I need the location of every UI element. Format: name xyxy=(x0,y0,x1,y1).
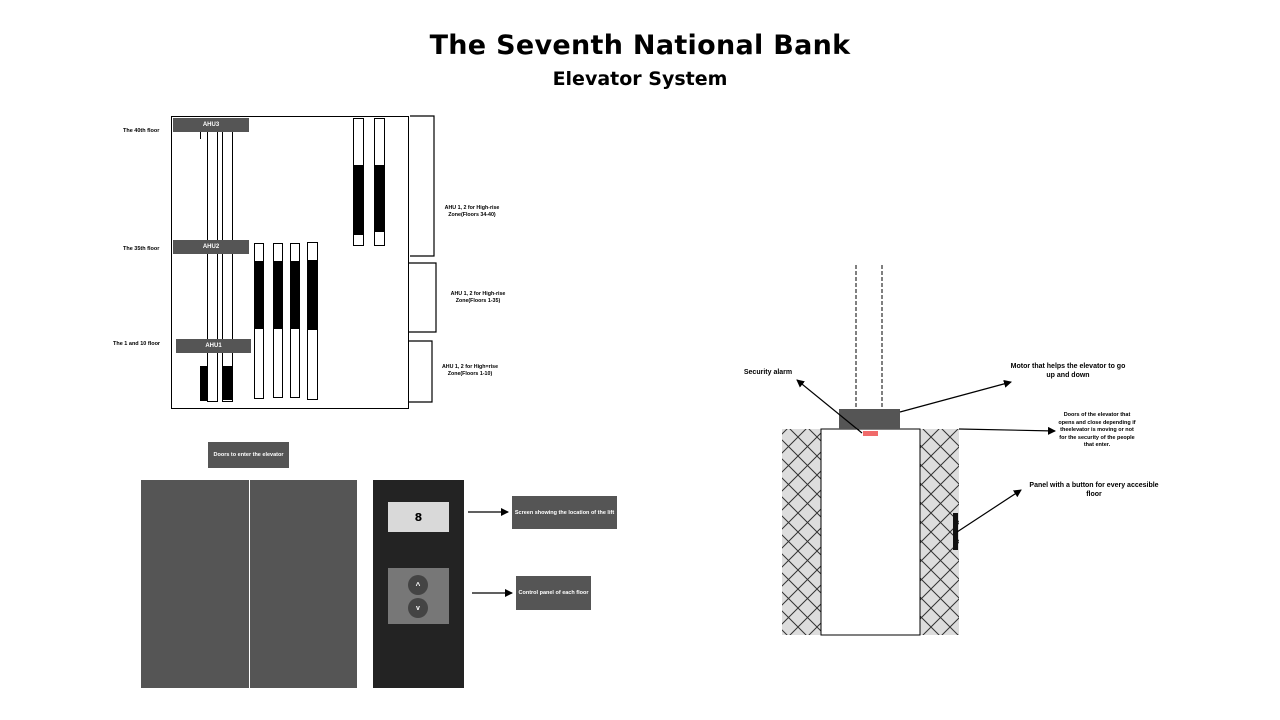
floor-label-35: The 35th floor xyxy=(123,246,160,252)
doors-callout: Doors to enter the elevator xyxy=(208,442,289,468)
floor-label-40: The 40th floor xyxy=(123,128,160,134)
elevator-car xyxy=(200,366,208,401)
elevator-car xyxy=(354,165,363,235)
page-subtitle: Elevator System xyxy=(552,68,728,90)
elevator-car xyxy=(223,366,232,400)
control-panel-callout: Control panel of each floor xyxy=(516,576,591,610)
elevator-car xyxy=(255,261,263,329)
elevator-car xyxy=(274,261,282,329)
down-call-button[interactable]: v xyxy=(408,598,428,618)
elevator-car xyxy=(375,165,384,232)
zone-label-mid: AHU 1, 2 for High-rise Zone(Floors 1-35) xyxy=(450,291,506,304)
doors-label: Doors of the elevator that opens and clo… xyxy=(1058,412,1136,448)
elevator-car xyxy=(308,260,317,330)
ahu-pipe xyxy=(200,131,201,139)
up-call-button[interactable]: ^ xyxy=(408,575,428,595)
ahu2-box: AHU2 xyxy=(173,240,249,254)
floor-display-screen: 8 xyxy=(388,502,449,532)
motor-label: Motor that helps the elevator to go up a… xyxy=(1010,363,1126,379)
zone-label-low: AHU 1, 2 for High=rise Zone(Floors 1-10) xyxy=(441,364,499,377)
panel-label: Panel with a button for every accesible … xyxy=(1029,482,1159,498)
elevator-door-right xyxy=(250,480,357,688)
zone-label-high: AHU 1, 2 for High-rise Zone(Floors 34-40… xyxy=(444,205,500,218)
ahu3-box: AHU3 xyxy=(173,118,249,132)
elevator-door-left xyxy=(141,480,249,688)
ahu1-box: AHU1 xyxy=(176,339,251,353)
elevator-car xyxy=(291,261,299,329)
floor-label-1-10: The 1 and 10 floor xyxy=(113,341,161,347)
security-alarm-label: Security alarm xyxy=(743,369,793,376)
page-title: The Seventh National Bank xyxy=(429,30,851,61)
screen-callout: Screen showing the location of the lift xyxy=(512,496,617,529)
